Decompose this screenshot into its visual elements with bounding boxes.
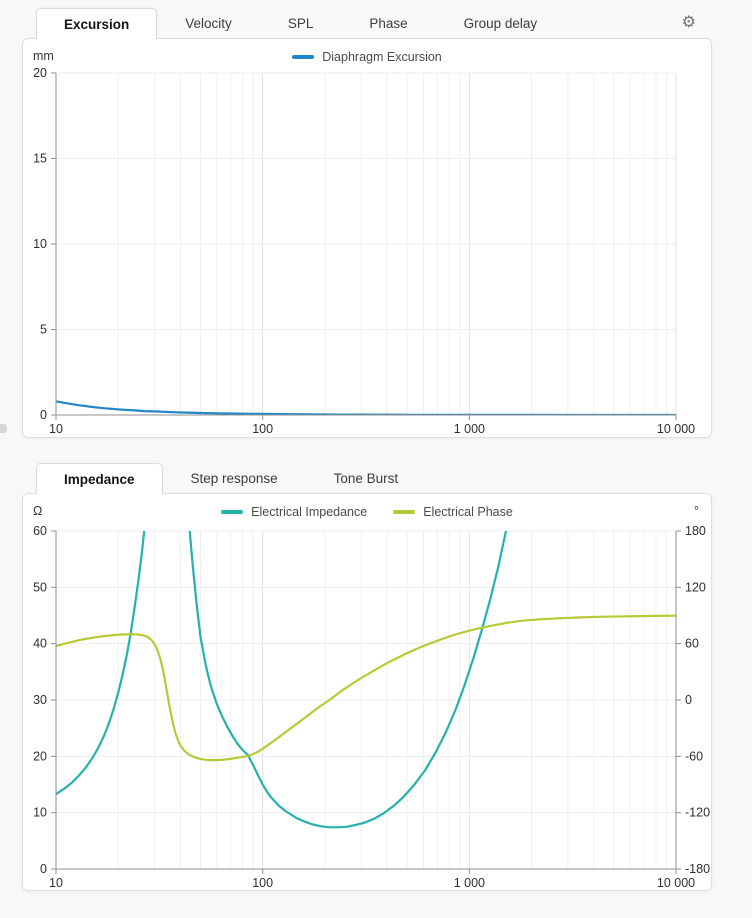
plot-area[interactable] [56, 73, 676, 415]
y-left-tick-label: 5 [40, 323, 47, 337]
impedance-chart: 10 100 1 000 10 000 0 10 20 30 40 50 60 -180 -120 -60… [23, 494, 711, 890]
impedance-legend: Electrical Impedance Electrical Phase [221, 505, 513, 519]
x-tick-label: 10 [49, 422, 63, 436]
y-right-tick-label: 60 [685, 637, 699, 651]
chart-canvas: 10 100 1 000 10 000 0 5 10 15 20 [33, 66, 695, 436]
y-right-tick-label: -120 [685, 806, 710, 820]
legend-label: Diaphragm Excursion [322, 50, 442, 64]
y-left-tick-label: 15 [33, 152, 47, 166]
x-tick-label: 1 000 [454, 876, 485, 890]
x-tick-label: 10 [49, 876, 63, 890]
chart-canvas: 10 100 1 000 10 0000102030405060-180-120-60… [33, 494, 710, 890]
legend-swatch-electrical-phase [393, 510, 416, 514]
legend-item-electrical-impedance[interactable]: Electrical Impedance [221, 505, 367, 519]
y-right-tick-label: 120 [685, 580, 706, 594]
x-tick-label: 100 [252, 422, 273, 436]
gridlines [56, 72, 677, 415]
legend-item-electrical-phase[interactable]: Electrical Phase [393, 505, 513, 519]
y-right-tick-label: -180 [685, 862, 710, 876]
impedance-panel: Impedance Step response Tone Burst 10 100 1 … [22, 463, 712, 891]
tab-step-response[interactable]: Step response [190, 471, 278, 486]
legend-swatch-electrical-impedance [221, 510, 244, 514]
legend-label: Electrical Phase [423, 505, 513, 519]
x-tick-label: 100 [252, 876, 273, 890]
legend-item-diaphragm-excursion[interactable]: Diaphragm Excursion [292, 50, 442, 64]
y-left-tick-label: 50 [33, 580, 47, 594]
series-line-electrical-phase[interactable] [56, 614, 676, 762]
tab-bar-driver-charts: Excursion Velocity SPL Phase Group delay ⚙ [22, 8, 712, 39]
series-group [56, 494, 676, 829]
y-axis-unit-label: mm [33, 49, 54, 63]
x-tick-label: 1 000 [454, 422, 485, 436]
tab-velocity[interactable]: Velocity [185, 16, 232, 31]
impedance-chart-card: 10 100 1 000 10 000 0 10 20 30 40 50 60 -180 -120 -60… [22, 493, 712, 891]
tab-group-delay[interactable]: Group delay [463, 16, 538, 31]
settings-gear-icon[interactable]: ⚙ [681, 14, 696, 31]
excursion-chart-card: 10 100 1 000 10 000 0 5 10 15 20 mm Diaphragm Ex… [22, 38, 712, 438]
y-right-tick-label: 180 [685, 524, 706, 538]
y-left-tick-label: 0 [40, 408, 47, 422]
excursion-panel: Excursion Velocity SPL Phase Group delay ⚙ 10… [22, 8, 712, 438]
excursion-chart: 10 100 1 000 10 000 0 5 10 15 20 [23, 39, 711, 437]
excursion-legend: Diaphragm Excursion [292, 50, 442, 64]
plot-area[interactable] [56, 531, 676, 869]
impedance-chart-header: Ω Electrical Impedance Electrical Phase ° [23, 502, 711, 522]
x-tick-label: 10 000 [657, 422, 695, 436]
left-axis-unit-label: Ω [33, 504, 43, 518]
tab-impedance[interactable]: Impedance [36, 463, 163, 494]
legend-label: Electrical Impedance [251, 505, 368, 519]
y-left-tick-label: 10 [33, 237, 47, 251]
y-left-tick-label: 60 [33, 524, 47, 538]
tab-tone-burst[interactable]: Tone Burst [333, 471, 399, 486]
tab-spl[interactable]: SPL [287, 16, 314, 31]
right-axis-unit-label: ° [694, 504, 699, 518]
y-left-tick-label: 10 [33, 806, 47, 820]
axes: 10 100 1 000 10 000 0 5 10 15 20 [33, 66, 695, 436]
excursion-chart-header: mm Diaphragm Excursion [23, 47, 711, 67]
legend-swatch-diaphragm-excursion [292, 55, 315, 59]
y-left-tick-label: 30 [33, 693, 47, 707]
tab-phase[interactable]: Phase [369, 16, 408, 31]
series-line-electrical-impedance[interactable] [56, 494, 520, 829]
tab-bar-impedance-charts: Impedance Step response Tone Burst [22, 463, 712, 494]
y-left-tick-label: 20 [33, 66, 47, 80]
tab-excursion[interactable]: Excursion [36, 8, 158, 39]
y-right-tick-label: -60 [685, 749, 703, 763]
y-left-tick-label: 40 [33, 637, 47, 651]
y-left-tick-label: 0 [40, 862, 47, 876]
axes: 10 100 1 000 10 0000102030405060-180-120-60… [33, 524, 710, 890]
y-right-tick-label: 0 [685, 693, 692, 707]
gridlines [56, 530, 676, 869]
y-left-tick-label: 20 [33, 749, 47, 763]
edge-handle [0, 424, 7, 433]
x-tick-label: 10 000 [657, 876, 695, 890]
